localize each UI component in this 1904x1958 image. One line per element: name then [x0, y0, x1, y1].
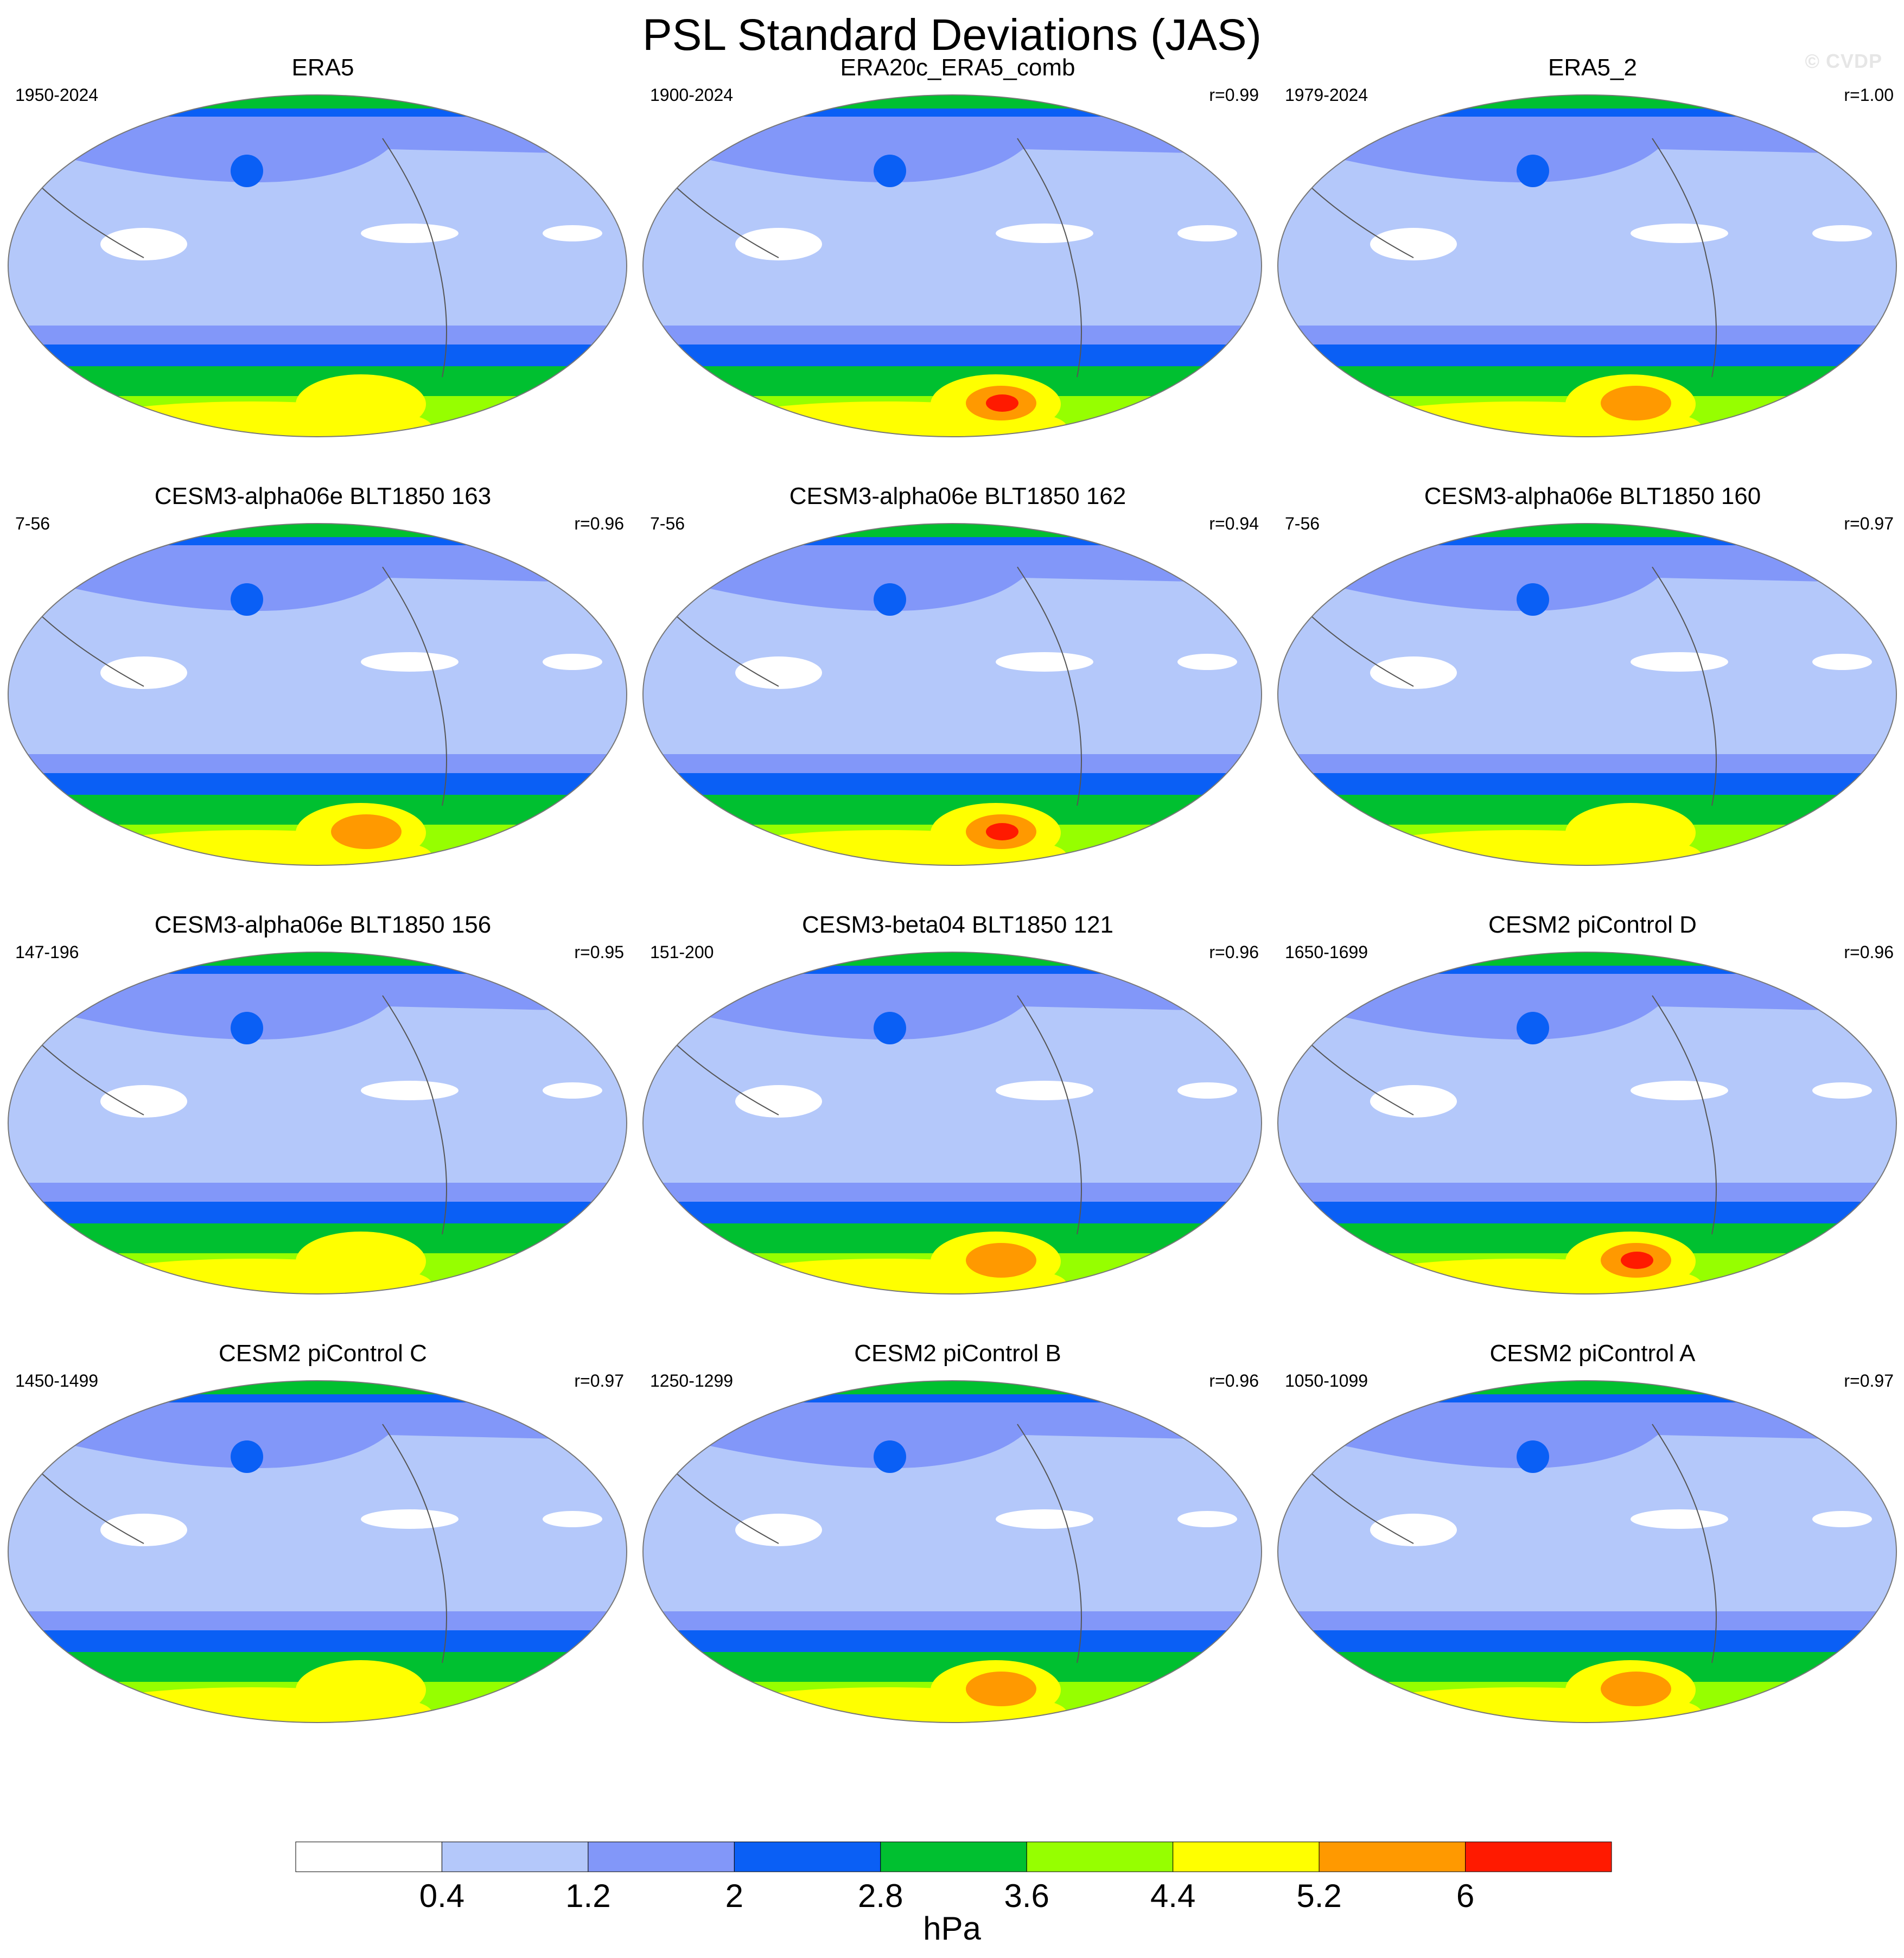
panel-year-range: 151-200: [650, 942, 714, 962]
panel-title: CESM2 piControl B: [854, 1340, 1061, 1367]
panel-correlation: r=0.97: [1844, 514, 1894, 533]
colorbar-swatch: [1173, 1841, 1320, 1872]
panel-year-range: 1650-1699: [1285, 942, 1368, 962]
map-panel: ERA20c_ERA5_comb 1900-2024 r=0.99: [640, 52, 1275, 475]
psl-std-map: [642, 94, 1262, 437]
colorbar-tick-label: 2.8: [858, 1878, 903, 1914]
panel-year-range: 7-56: [650, 514, 685, 533]
colorbar-swatch: [295, 1841, 442, 1872]
panel-title: CESM2 piControl D: [1488, 911, 1697, 938]
psl-std-map: [8, 952, 627, 1294]
map-panel: ERA5_2 1979-2024 r=1.00: [1275, 52, 1904, 475]
panel-year-range: 7-56: [15, 514, 50, 533]
colorbar-tick-label: 4.4: [1150, 1878, 1196, 1914]
panel-year-range: 1250-1299: [650, 1371, 734, 1391]
panel-title: CESM3-alpha06e BLT1850 156: [154, 911, 492, 938]
colorbar-swatch: [1319, 1841, 1466, 1872]
panel-year-range: 1979-2024: [1285, 85, 1368, 105]
panel-title: CESM3-alpha06e BLT1850 160: [1424, 483, 1761, 509]
panel-year-range: 1950-2024: [15, 85, 99, 105]
psl-std-map: [642, 1380, 1262, 1723]
psl-std-map: [8, 1380, 627, 1723]
colorbar-swatch: [588, 1841, 735, 1872]
map-panel: CESM3-alpha06e BLT1850 160 7-56 r=0.97: [1275, 480, 1904, 903]
panel-title: CESM2 piControl A: [1489, 1340, 1696, 1367]
psl-std-map: [8, 94, 627, 437]
psl-std-map: [1277, 94, 1897, 437]
panel-year-range: 1050-1099: [1285, 1371, 1368, 1391]
panel-title: CESM3-beta04 BLT1850 121: [802, 911, 1113, 938]
colorbar-swatch: [880, 1841, 1027, 1872]
panel-year-range: 1900-2024: [650, 85, 734, 105]
panel-correlation: r=0.97: [574, 1371, 624, 1391]
panel-year-range: 1450-1499: [15, 1371, 99, 1391]
map-panel: CESM3-alpha06e BLT1850 162 7-56 r=0.94: [640, 480, 1275, 903]
panel-title: ERA5: [291, 54, 354, 81]
colorbar-tick-label: 0.4: [419, 1878, 465, 1914]
panel-title: CESM3-alpha06e BLT1850 162: [789, 483, 1126, 509]
map-panel: CESM3-alpha06e BLT1850 156 147-196 r=0.95: [5, 909, 640, 1332]
panel-year-range: 7-56: [1285, 514, 1320, 533]
panel-correlation: r=0.97: [1844, 1371, 1894, 1391]
psl-std-map: [1277, 952, 1897, 1294]
colorbar-tick-label: 2: [725, 1878, 744, 1914]
figure-title: PSL Standard Deviations (JAS): [642, 10, 1262, 60]
panel-correlation: r=0.99: [1209, 85, 1259, 105]
colorbar-swatch: [1465, 1841, 1612, 1872]
map-panel: CESM3-beta04 BLT1850 121 151-200 r=0.96: [640, 909, 1275, 1332]
map-panel: CESM2 piControl D 1650-1699 r=0.96: [1275, 909, 1904, 1332]
panel-correlation: r=0.96: [1844, 942, 1894, 962]
panel-correlation: r=0.96: [1209, 1371, 1259, 1391]
colorbar-swatch: [734, 1841, 881, 1872]
colorbar-tick-label: 1.2: [565, 1878, 611, 1914]
map-panel: CESM2 piControl B 1250-1299 r=0.96: [640, 1337, 1275, 1761]
psl-std-map: [642, 952, 1262, 1294]
cvdp-watermark: © CVDP: [1805, 50, 1882, 72]
colorbar-units: hPa: [923, 1910, 981, 1947]
panel-title: CESM3-alpha06e BLT1850 163: [154, 483, 492, 509]
map-panel: CESM3-alpha06e BLT1850 163 7-56 r=0.96: [5, 480, 640, 903]
map-panel: CESM2 piControl A 1050-1099 r=0.97: [1275, 1337, 1904, 1761]
panel-title: ERA20c_ERA5_comb: [840, 54, 1075, 81]
panel-year-range: 147-196: [15, 942, 79, 962]
panel-correlation: r=0.96: [574, 514, 624, 533]
panel-title: ERA5_2: [1548, 54, 1637, 81]
psl-std-map: [8, 523, 627, 866]
colorbar-swatch: [1026, 1841, 1174, 1872]
map-panel: ERA5 1950-2024: [5, 52, 640, 475]
panel-correlation: r=1.00: [1844, 85, 1894, 105]
psl-std-map: [642, 523, 1262, 866]
panel-correlation: r=0.96: [1209, 942, 1259, 962]
panel-correlation: r=0.94: [1209, 514, 1259, 533]
panel-title: CESM2 piControl C: [219, 1340, 427, 1367]
colorbar-tick-label: 6: [1456, 1878, 1475, 1914]
map-panel: CESM2 piControl C 1450-1499 r=0.97: [5, 1337, 640, 1761]
psl-std-map: [1277, 1380, 1897, 1723]
colorbar-tick-label: 3.6: [1004, 1878, 1049, 1914]
colorbar-swatch: [441, 1841, 589, 1872]
colorbar-tick-label: 5.2: [1296, 1878, 1342, 1914]
psl-std-map: [1277, 523, 1897, 866]
panel-correlation: r=0.95: [574, 942, 624, 962]
